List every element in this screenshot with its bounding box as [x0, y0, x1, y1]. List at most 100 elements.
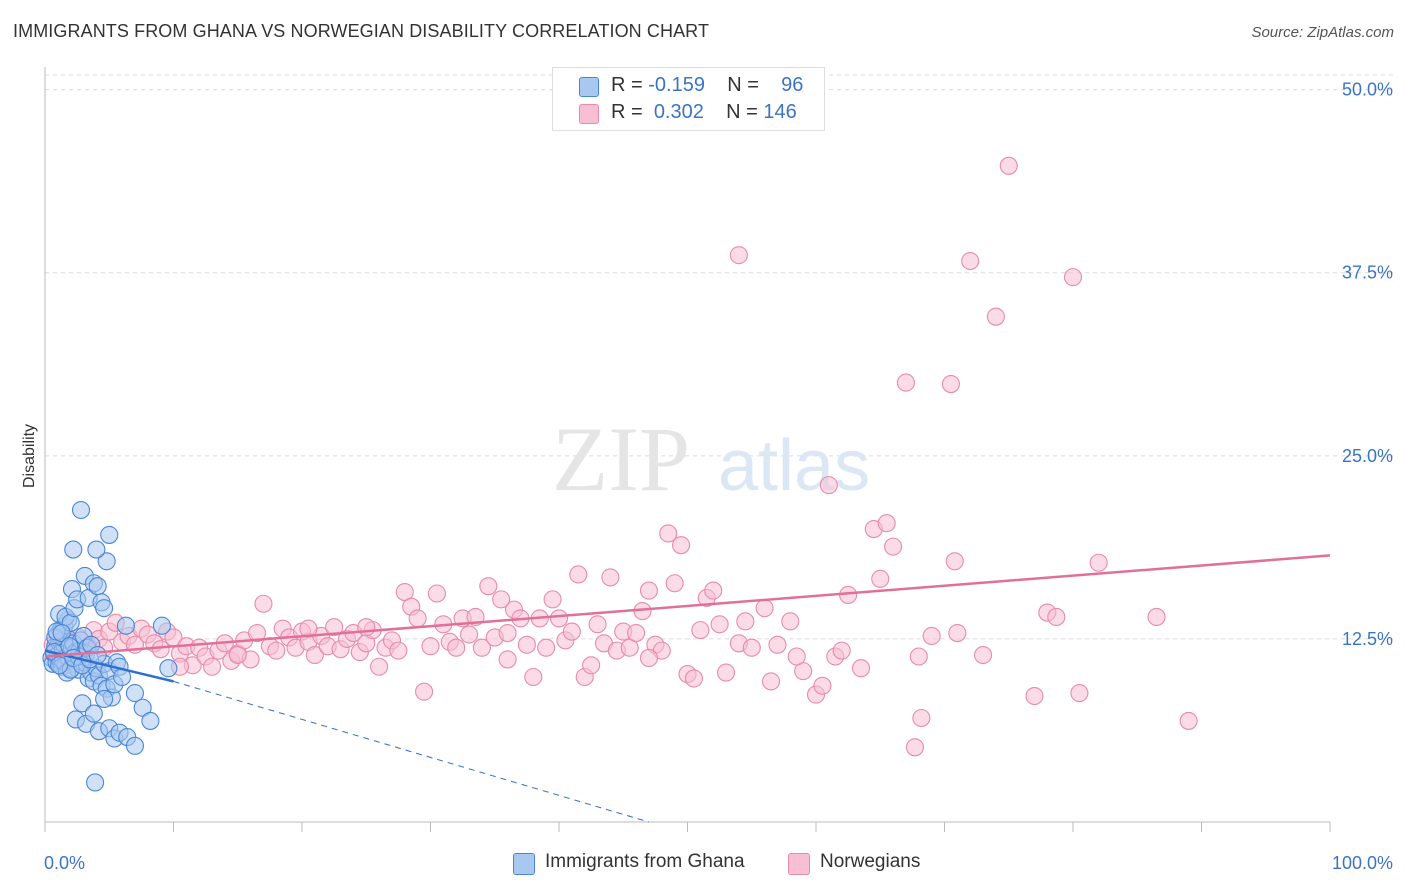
legend-swatch-norwegians	[579, 104, 599, 124]
ghana-point	[71, 500, 91, 520]
watermark-zip: ZIP	[552, 408, 690, 510]
norwegian-point	[896, 373, 916, 392]
norwegian-point	[543, 590, 562, 609]
legend-swatch-ghana	[579, 77, 599, 97]
norwegian-point	[492, 590, 511, 609]
norwegian-point	[203, 657, 222, 676]
legend-r-value: -0.159	[648, 74, 705, 96]
norwegian-point	[948, 624, 967, 643]
norwegian-point	[299, 619, 318, 638]
ghana-point	[125, 684, 144, 703]
norwegian-point	[729, 246, 748, 265]
norwegian-point	[415, 682, 434, 701]
y-tick-label: 37.5%	[1342, 263, 1393, 283]
norwegian-point	[459, 625, 479, 644]
norwegian-point	[922, 626, 941, 646]
norwegian-point	[905, 738, 924, 757]
norwegian-point	[305, 645, 324, 665]
norwegian-point	[517, 635, 536, 654]
norwegian-point	[665, 574, 684, 593]
norwegian-point	[973, 645, 993, 665]
norwegian-point	[588, 615, 607, 634]
norwegian-trend-line	[44, 554, 1331, 658]
norwegian-point	[479, 577, 498, 596]
ghana-point	[64, 540, 83, 559]
norwegian-point	[357, 618, 376, 637]
ghana-point	[86, 773, 105, 792]
legend-r-label: R =	[611, 101, 643, 123]
norwegian-point	[742, 638, 761, 657]
ghana-point	[84, 704, 103, 723]
bottom-legend-swatch-ghana	[513, 853, 535, 875]
norwegian-point	[1047, 607, 1066, 626]
norwegian-point	[871, 569, 890, 588]
norwegian-point	[325, 618, 344, 637]
norwegian-point	[549, 609, 569, 628]
ghana-point	[87, 540, 106, 559]
ghana-point	[116, 616, 136, 635]
norwegian-point	[447, 638, 466, 657]
norwegian-point	[537, 638, 556, 657]
chart-title: IMMIGRANTS FROM GHANA VS NORWEGIAN DISAB…	[13, 21, 710, 41]
norwegian-point	[498, 650, 517, 669]
ghana-point	[152, 616, 171, 635]
ghana-point	[159, 659, 178, 678]
norwegian-point	[961, 251, 980, 271]
bottom-legend-swatch-norwegians	[788, 853, 810, 875]
norwegian-point	[569, 565, 588, 584]
norwegian-point	[639, 648, 659, 668]
norwegian-point	[813, 676, 832, 695]
norwegian-point	[601, 568, 620, 587]
norwegian-point	[736, 612, 755, 631]
norwegian-point	[254, 594, 273, 613]
ghana-trend-extrapolated	[173, 680, 650, 823]
legend-n-value: 146	[763, 101, 797, 123]
norwegian-point	[639, 581, 659, 600]
ghana-point	[97, 552, 116, 571]
norwegian-point	[999, 156, 1018, 175]
norwegian-point	[1063, 268, 1083, 287]
norwegian-point	[945, 552, 964, 571]
axes	[44, 67, 1331, 832]
watermark-atlas: atlas	[718, 426, 870, 506]
y-tick-label: 50.0%	[1342, 80, 1393, 100]
norwegian-point	[704, 581, 723, 600]
norwegian-point	[247, 624, 267, 643]
norwegian-point	[877, 514, 896, 533]
norwegian-point	[691, 621, 710, 640]
norwegian-point	[909, 647, 928, 666]
y-tick-label: 25.0%	[1342, 446, 1393, 466]
norwegian-point	[986, 307, 1005, 326]
bottom-legend-label-norwegians: Norwegians	[820, 851, 921, 872]
norwegian-point	[884, 537, 903, 556]
ghana-point	[73, 694, 92, 713]
norwegian-point	[1179, 711, 1198, 730]
x-tick-label-min: 0.0%	[44, 853, 85, 873]
ghana-point	[95, 599, 114, 618]
y-tick-label: 12.5%	[1342, 629, 1393, 649]
norwegian-point	[912, 708, 931, 728]
norwegian-point	[781, 612, 800, 631]
x-tick-label-max: 100.0%	[1332, 853, 1393, 873]
norwegian-point	[228, 645, 247, 665]
norwegian-point	[761, 672, 781, 691]
norwegian-point	[389, 641, 408, 660]
norwegian-point	[472, 638, 491, 657]
norwegian-point	[562, 622, 581, 641]
norwegian-point	[1147, 607, 1166, 626]
norwegian-point	[582, 656, 601, 675]
legend-r-label: R =	[611, 74, 643, 96]
ghana-point	[88, 577, 107, 596]
norwegian-point	[627, 624, 646, 643]
norwegian-point	[659, 524, 678, 543]
ghana-point	[125, 736, 144, 755]
ghana-point	[50, 656, 69, 675]
norwegian-point	[524, 667, 543, 687]
trend-lines	[44, 554, 1331, 823]
norwegian-point	[768, 635, 787, 654]
bottom-legend-label-ghana: Immigrants from Ghana	[545, 851, 745, 872]
norwegian-point	[408, 609, 427, 628]
norwegian-point	[267, 641, 286, 660]
norwegian-point	[832, 641, 851, 660]
norwegian-point	[1025, 686, 1044, 706]
